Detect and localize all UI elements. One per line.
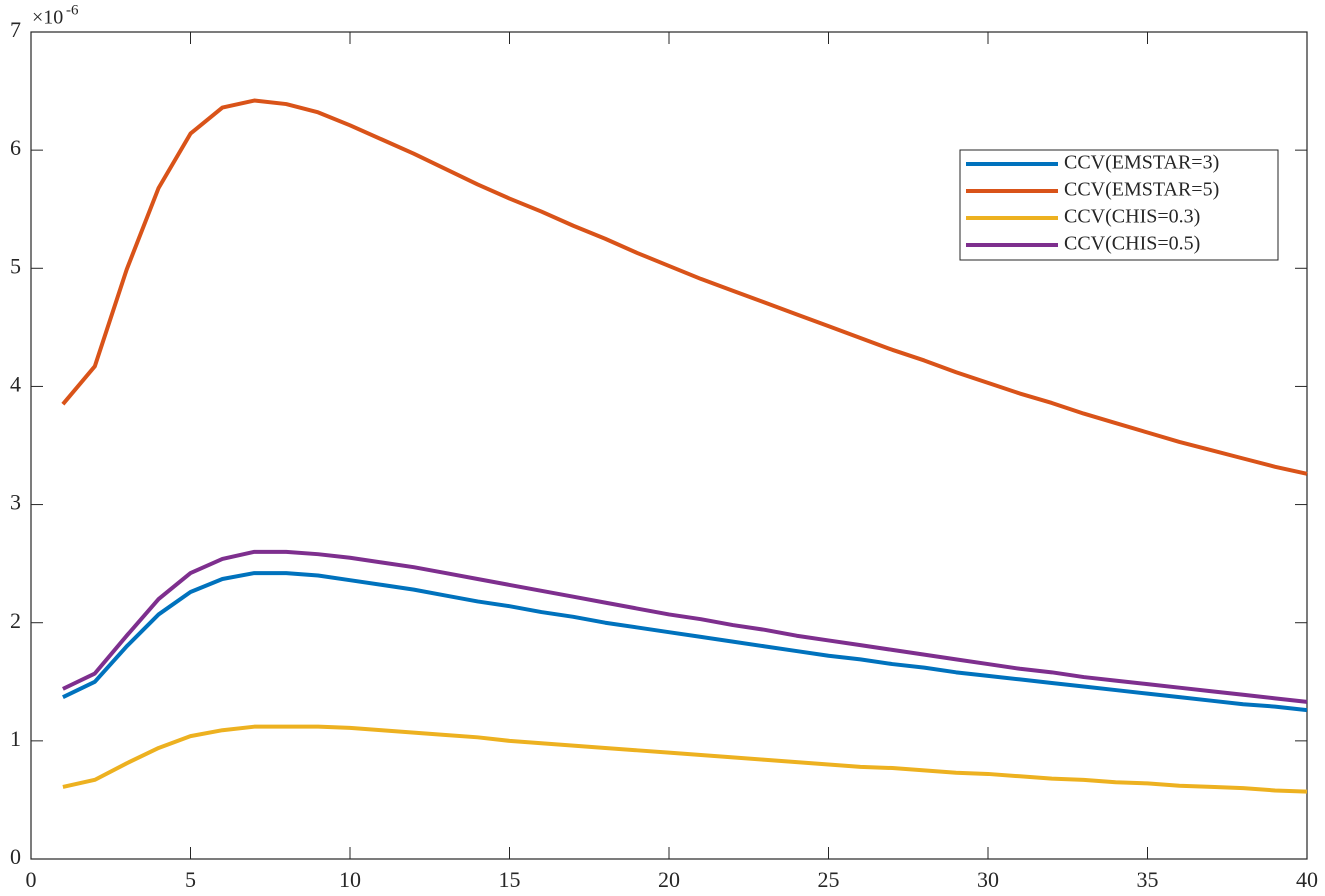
legend-label: CCV(CHIS=0.3): [1064, 206, 1200, 228]
y-tick-label: 6: [10, 135, 21, 160]
series-line: [62, 549, 1308, 704]
x-tick-label: 20: [658, 867, 680, 892]
series-line: [61, 98, 1308, 476]
x-tick-label: 25: [818, 867, 840, 892]
x-tick-label: 0: [26, 867, 37, 892]
x-tick-label: 5: [185, 867, 196, 892]
x-tick-label: 35: [1137, 867, 1159, 892]
legend-box: [959, 149, 1279, 261]
y-multiplier-exponent: -6: [66, 2, 79, 18]
y-tick-label: 0: [10, 844, 21, 869]
y-tick-label: 4: [10, 371, 21, 396]
legend-label: CCV(EMSTAR=5): [1064, 179, 1219, 201]
y-tick-label: 1: [10, 726, 21, 751]
x-tick-label: 15: [499, 867, 521, 892]
y-tick-label: 7: [10, 17, 21, 42]
y-tick-label: 2: [10, 608, 21, 633]
y-tick-label: 5: [10, 253, 21, 278]
series-line: [62, 571, 1308, 713]
x-tick-label: 40: [1296, 867, 1318, 892]
series-line: [62, 724, 1308, 794]
legend-label: CCV(EMSTAR=3): [1064, 152, 1219, 174]
y-multiplier: ×10: [32, 7, 63, 29]
legend-label: CCV(CHIS=0.5): [1064, 233, 1200, 255]
x-tick-label: 30: [977, 867, 999, 892]
y-tick-label: 3: [10, 490, 21, 515]
x-tick-label: 10: [339, 867, 361, 892]
